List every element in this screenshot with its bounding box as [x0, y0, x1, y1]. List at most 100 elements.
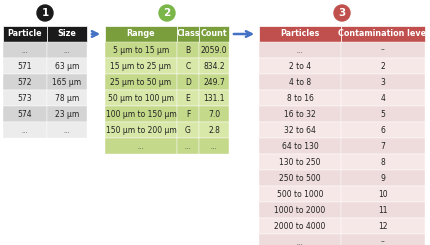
- Circle shape: [37, 5, 53, 21]
- Bar: [340, 74, 424, 90]
- Text: –: –: [380, 237, 384, 245]
- Bar: [258, 26, 340, 42]
- Text: 131.1: 131.1: [203, 94, 224, 102]
- Bar: [105, 90, 177, 106]
- Text: 4: 4: [380, 94, 384, 102]
- Text: 3: 3: [338, 9, 345, 19]
- Bar: [177, 26, 199, 42]
- Bar: [105, 26, 177, 42]
- Text: 9: 9: [380, 173, 384, 183]
- Bar: [258, 122, 340, 138]
- Text: 130 to 250: 130 to 250: [279, 158, 320, 167]
- Text: 15 μm to 25 μm: 15 μm to 25 μm: [110, 61, 171, 71]
- Text: 2: 2: [163, 9, 170, 19]
- Bar: [258, 90, 340, 106]
- Text: 500 to 1000: 500 to 1000: [276, 189, 322, 198]
- Bar: [3, 122, 47, 138]
- Bar: [340, 122, 424, 138]
- Bar: [105, 58, 177, 74]
- Bar: [105, 138, 177, 154]
- Text: 165 μm: 165 μm: [52, 77, 81, 86]
- Bar: [199, 90, 228, 106]
- Bar: [258, 170, 340, 186]
- Text: 8 to 16: 8 to 16: [286, 94, 313, 102]
- Bar: [258, 106, 340, 122]
- Text: 50 μm to 100 μm: 50 μm to 100 μm: [108, 94, 174, 102]
- Bar: [258, 186, 340, 202]
- Text: 8: 8: [380, 158, 384, 167]
- Text: 100 μm to 150 μm: 100 μm to 150 μm: [105, 110, 176, 119]
- Text: E: E: [185, 94, 190, 102]
- Text: ...: ...: [137, 142, 144, 150]
- Text: 249.7: 249.7: [203, 77, 224, 86]
- Text: Class: Class: [176, 29, 200, 38]
- Text: 1: 1: [41, 9, 49, 19]
- Bar: [258, 58, 340, 74]
- Text: G: G: [184, 125, 190, 135]
- Bar: [199, 74, 228, 90]
- Text: 78 μm: 78 μm: [55, 94, 79, 102]
- Text: 2.8: 2.8: [208, 125, 219, 135]
- Bar: [340, 154, 424, 170]
- Text: 2059.0: 2059.0: [200, 46, 227, 54]
- Bar: [340, 138, 424, 154]
- Bar: [340, 42, 424, 58]
- Bar: [199, 138, 228, 154]
- Bar: [199, 26, 228, 42]
- Bar: [258, 234, 340, 245]
- Text: 573: 573: [18, 94, 32, 102]
- Text: 7: 7: [380, 142, 384, 150]
- Bar: [258, 138, 340, 154]
- Text: 2000 to 4000: 2000 to 4000: [273, 221, 325, 231]
- Bar: [340, 58, 424, 74]
- Bar: [340, 26, 424, 42]
- Bar: [177, 138, 199, 154]
- Text: 250 to 500: 250 to 500: [279, 173, 320, 183]
- Bar: [3, 74, 47, 90]
- Text: ...: ...: [22, 125, 28, 135]
- Text: F: F: [185, 110, 190, 119]
- Bar: [177, 122, 199, 138]
- Text: ...: ...: [184, 142, 191, 150]
- Text: 5 μm to 15 μm: 5 μm to 15 μm: [113, 46, 169, 54]
- Text: 1000 to 2000: 1000 to 2000: [274, 206, 325, 215]
- Bar: [258, 74, 340, 90]
- Text: 64 to 130: 64 to 130: [281, 142, 318, 150]
- Text: 23 μm: 23 μm: [55, 110, 79, 119]
- Text: 834.2: 834.2: [203, 61, 224, 71]
- Bar: [258, 154, 340, 170]
- Circle shape: [333, 5, 349, 21]
- Text: 571: 571: [18, 61, 32, 71]
- Text: 63 μm: 63 μm: [55, 61, 79, 71]
- Bar: [258, 42, 340, 58]
- Bar: [47, 42, 87, 58]
- Text: 11: 11: [378, 206, 387, 215]
- Bar: [258, 218, 340, 234]
- Bar: [340, 234, 424, 245]
- Bar: [177, 58, 199, 74]
- Bar: [177, 90, 199, 106]
- Text: 5: 5: [380, 110, 384, 119]
- Bar: [258, 202, 340, 218]
- Bar: [105, 42, 177, 58]
- Bar: [47, 58, 87, 74]
- Text: D: D: [184, 77, 190, 86]
- Bar: [47, 122, 87, 138]
- Text: ...: ...: [210, 142, 217, 150]
- Text: 6: 6: [380, 125, 384, 135]
- Bar: [340, 106, 424, 122]
- Bar: [3, 26, 47, 42]
- Bar: [47, 106, 87, 122]
- Bar: [47, 74, 87, 90]
- Bar: [177, 74, 199, 90]
- Text: 4 to 8: 4 to 8: [288, 77, 310, 86]
- Text: C: C: [185, 61, 190, 71]
- Text: 572: 572: [18, 77, 32, 86]
- Bar: [3, 42, 47, 58]
- Text: Particle: Particle: [8, 29, 42, 38]
- Text: 25 μm to 50 μm: 25 μm to 50 μm: [110, 77, 171, 86]
- Bar: [199, 122, 228, 138]
- Bar: [105, 122, 177, 138]
- Bar: [105, 74, 177, 90]
- Bar: [177, 42, 199, 58]
